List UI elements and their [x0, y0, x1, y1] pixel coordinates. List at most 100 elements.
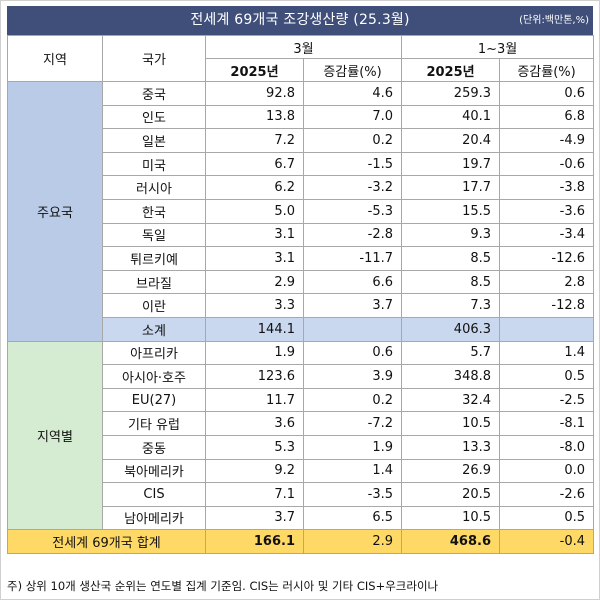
header-change-march: 증감률(%): [302, 58, 403, 82]
table-row: 독일 3.1 -2.8 9.3 -3.4: [8, 222, 595, 248]
country-name: 소계: [102, 316, 206, 342]
table-row: 한국 5.0 -5.3 15.5 -3.6: [8, 198, 595, 224]
march-2025-value: 6.2: [205, 175, 304, 200]
jan-mar-change-pct: -2.6: [499, 482, 595, 507]
table-row: 중동 5.3 1.9 13.3 -8.0: [8, 434, 595, 460]
march-2025-value: 3.1: [205, 222, 304, 248]
march-change-pct: -3.5: [302, 482, 403, 507]
table-body: 주요국 중국 92.8 4.6 259.3 0.6 인도 13.8 7.0 40.1 6.8 일본 7.…: [7, 81, 595, 554]
footnote: 주) 상위 10개 생산국 순위는 연도별 집계 기준임. CIS는 러시아 및…: [7, 579, 439, 593]
total-march-value: 166.1: [205, 529, 304, 554]
table-row: 기타 유럽 3.6 -7.2 10.5 -8.1: [8, 411, 595, 436]
march-2025-value: 1.9: [205, 340, 304, 366]
jan-mar-2025-value: 9.3: [401, 222, 501, 248]
march-change-pct: -1.5: [302, 151, 403, 177]
jan-mar-2025-value: 7.3: [401, 293, 501, 318]
jan-mar-change-pct: -2.5: [499, 387, 595, 413]
table-row: 인도 13.8 7.0 40.1 6.8: [8, 104, 595, 130]
jan-mar-2025-value: 15.5: [401, 198, 501, 224]
header-group-jan-mar: 1~3월: [401, 35, 595, 59]
jan-mar-2025-value: 8.5: [401, 246, 501, 271]
jan-mar-change-pct: -3.6: [499, 198, 595, 224]
jan-mar-change-pct: -8.1: [499, 411, 595, 436]
jan-mar-2025-value: 17.7: [401, 175, 501, 200]
table-row: 북아메리카 9.2 1.4 26.9 0.0: [8, 458, 595, 484]
table-row: 아시아·호주 123.6 3.9 348.8 0.5: [8, 364, 595, 389]
jan-mar-2025-value: 10.5: [401, 411, 501, 436]
march-change-pct: 3.7: [302, 293, 403, 318]
total-row: 전세계 69개국 합계 166.1 2.9 468.6 -0.4: [7, 529, 595, 554]
total-march-change-pct: 2.9: [302, 529, 403, 554]
march-change-pct: 0.2: [302, 387, 403, 413]
table-row: 일본 7.2 0.2 20.4 -4.9: [8, 128, 595, 153]
report-title: 전세계 69개국 조강생산량 (25.3월): [190, 12, 410, 28]
table-row: CIS 7.1 -3.5 20.5 -2.6: [8, 482, 595, 507]
jan-mar-2025-value: 259.3: [401, 81, 501, 106]
jan-mar-change-pct: -0.6: [499, 151, 595, 177]
unit-label: (단위:백만톤,%): [519, 15, 589, 26]
jan-mar-2025-value: 40.1: [401, 104, 501, 130]
jan-mar-2025-value: 406.3: [401, 316, 501, 342]
march-2025-value: 7.2: [205, 128, 304, 153]
jan-mar-change-pct: -4.9: [499, 128, 595, 153]
country-name: 한국: [102, 198, 206, 224]
country-name: 인도: [102, 104, 206, 130]
march-2025-value: 5.3: [205, 434, 304, 460]
country-name: 기타 유럽: [102, 411, 206, 436]
march-change-pct: 3.9: [302, 364, 403, 389]
country-name: EU(27): [102, 387, 206, 413]
jan-mar-change-pct: 1.4: [499, 340, 595, 366]
march-change-pct: 6.5: [302, 505, 403, 531]
march-2025-value: 11.7: [205, 387, 304, 413]
jan-mar-change-pct: 0.6: [499, 81, 595, 106]
jan-mar-change-pct: 0.0: [499, 458, 595, 484]
march-2025-value: 5.0: [205, 198, 304, 224]
table-row: 주요국 중국 92.8 4.6 259.3 0.6: [7, 81, 595, 342]
country-name: 아시아·호주: [102, 364, 206, 389]
country-name: 아프리카: [102, 340, 206, 366]
header-change-jan-mar: 증감률(%): [499, 58, 595, 82]
header-year-march: 2025년: [205, 58, 304, 82]
table-row: 이란 3.3 3.7 7.3 -12.8: [8, 293, 595, 318]
march-2025-value: 3.1: [205, 246, 304, 271]
country-name: 독일: [102, 222, 206, 248]
country-name: CIS: [102, 482, 206, 507]
march-change-pct: 0.6: [302, 340, 403, 366]
jan-mar-change-pct: -8.0: [499, 434, 595, 460]
jan-mar-change-pct: 0.5: [499, 364, 595, 389]
table-row: 브라질 2.9 6.6 8.5 2.8: [8, 269, 595, 295]
total-jan-mar-value: 468.6: [401, 529, 501, 554]
jan-mar-2025-value: 20.5: [401, 482, 501, 507]
march-change-pct: -7.2: [302, 411, 403, 436]
march-change-pct: 0.2: [302, 128, 403, 153]
jan-mar-2025-value: 19.7: [401, 151, 501, 177]
table-row: 러시아 6.2 -3.2 17.7 -3.8: [8, 175, 595, 200]
header-group-march: 3월: [204, 35, 403, 59]
march-2025-value: 7.1: [205, 482, 304, 507]
total-label: 전세계 69개국 합계: [7, 529, 206, 554]
march-change-pct: 1.4: [302, 458, 403, 484]
march-change-pct: -2.8: [302, 222, 403, 248]
march-change-pct: 6.6: [302, 269, 403, 295]
header-year-jan-mar: 2025년: [401, 58, 501, 82]
country-name: 일본: [102, 128, 206, 153]
region-label: 지역별: [7, 340, 103, 531]
country-name: 미국: [102, 151, 206, 177]
jan-mar-change-pct: 0.5: [499, 505, 595, 531]
march-change-pct: -5.3: [302, 198, 403, 224]
country-name: 브라질: [102, 269, 206, 295]
march-2025-value: 123.6: [205, 364, 304, 389]
region-label: 주요국: [7, 81, 103, 342]
steel-production-table: 지역 국가 3월 1~3월 2025년 증감률(%) 2025년 증감률(%) …: [7, 35, 595, 554]
country-name: 중동: [102, 434, 206, 460]
jan-mar-2025-value: 26.9: [401, 458, 501, 484]
march-2025-value: 3.3: [205, 293, 304, 318]
march-2025-value: 3.6: [205, 411, 304, 436]
country-name: 튀르키예: [102, 246, 206, 271]
country-name: 러시아: [102, 175, 206, 200]
country-name: 이란: [102, 293, 206, 318]
march-change-pct: -3.2: [302, 175, 403, 200]
jan-mar-2025-value: 32.4: [401, 387, 501, 413]
table-row: 미국 6.7 -1.5 19.7 -0.6: [8, 151, 595, 177]
